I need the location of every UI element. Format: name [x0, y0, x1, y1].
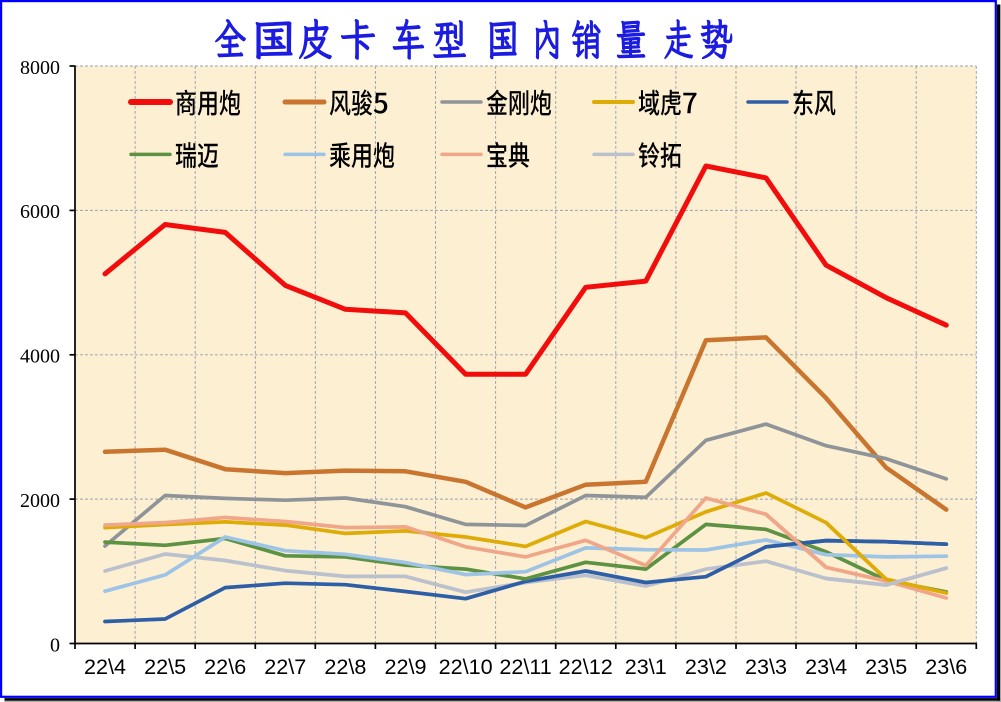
svg-text:23\4: 23\4 — [805, 654, 847, 679]
svg-text:23\1: 23\1 — [625, 654, 667, 679]
svg-text:23\6: 23\6 — [925, 654, 967, 679]
svg-text:22\10: 22\10 — [439, 654, 493, 679]
svg-text:22\5: 22\5 — [144, 654, 186, 679]
svg-text:22\4: 22\4 — [84, 654, 126, 679]
svg-text:22\6: 22\6 — [204, 654, 246, 679]
svg-text:23\3: 23\3 — [745, 654, 787, 679]
svg-text:22\8: 22\8 — [324, 654, 366, 679]
svg-text:22\11: 22\11 — [499, 654, 551, 679]
svg-text:22\7: 22\7 — [264, 654, 306, 679]
svg-text:23\2: 23\2 — [685, 654, 727, 679]
svg-text:0: 0 — [50, 634, 60, 656]
svg-text:6000: 6000 — [20, 201, 60, 223]
svg-text:2000: 2000 — [20, 490, 60, 512]
svg-text:23\5: 23\5 — [865, 654, 907, 679]
svg-text:8000: 8000 — [20, 57, 60, 79]
svg-text:4000: 4000 — [20, 346, 60, 368]
svg-text:22\12: 22\12 — [559, 654, 613, 679]
svg-text:22\9: 22\9 — [384, 654, 426, 679]
